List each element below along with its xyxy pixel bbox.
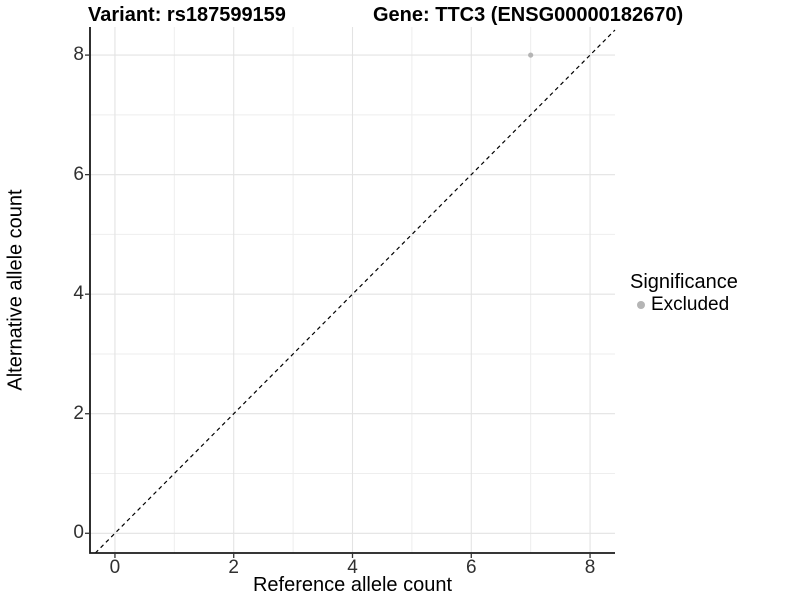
x-tick-label: 2 — [228, 557, 239, 578]
x-tick-label: 4 — [347, 557, 358, 578]
x-axis-title: Reference allele count — [252, 574, 452, 596]
y-tick-label: 4 — [73, 283, 84, 305]
y-tick-label: 8 — [73, 44, 84, 66]
y-tick-label: 6 — [73, 163, 84, 185]
legend-items: Excluded — [630, 294, 738, 315]
legend-item-excluded: Excluded — [630, 294, 738, 315]
legend-item-label: Excluded — [651, 294, 730, 315]
x-tick-label: 8 — [584, 557, 596, 578]
legend: Significance Excluded — [630, 271, 738, 315]
axis-lines — [89, 27, 615, 554]
plot-title-gene: Gene: TTC3 (ENSG00000182670) — [373, 4, 684, 26]
legend-key-dot-icon — [637, 300, 645, 309]
y-tick-label: 0 — [73, 522, 84, 544]
legend-title: Significance — [630, 271, 738, 293]
plot-title-row: Variant: rs187599159 Gene: TTC3 (ENSG000… — [0, 3, 800, 27]
plot-title-variant: Variant: rs187599159 — [88, 4, 286, 26]
x-tick-label: 6 — [465, 557, 477, 578]
identity-reference-line — [94, 29, 616, 554]
y-tick-label: 2 — [73, 402, 84, 424]
data-point — [528, 52, 534, 58]
y-axis-title: Alternative allele count — [4, 189, 27, 391]
x-tick-label: 0 — [109, 557, 121, 578]
